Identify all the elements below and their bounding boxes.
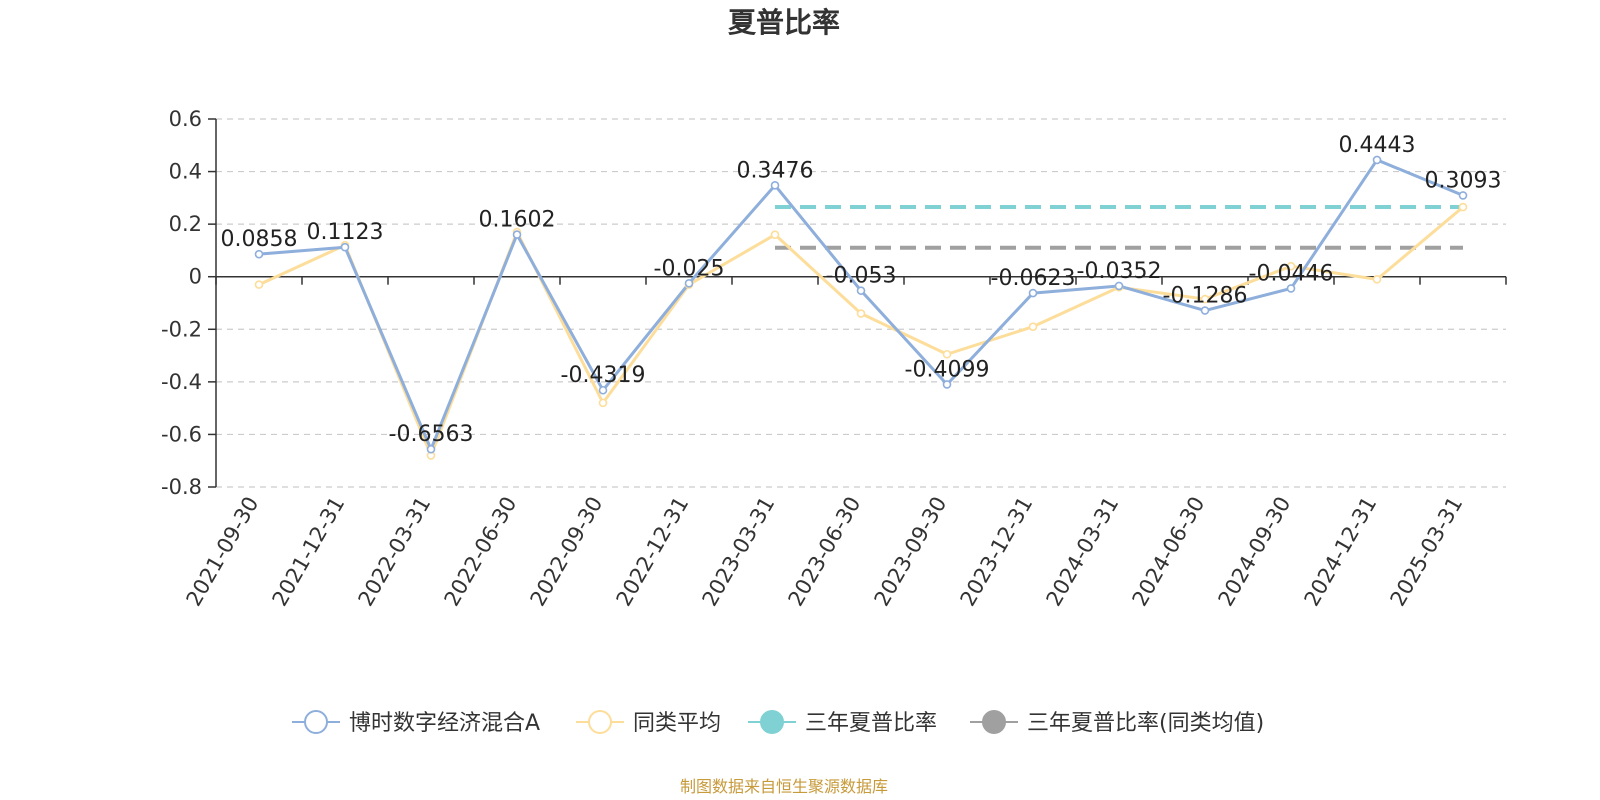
data-point	[426, 444, 436, 454]
y-tick-label: -0.4	[161, 370, 202, 394]
data-point	[1114, 281, 1124, 291]
data-point	[770, 230, 780, 239]
data-label: 0.0858	[221, 227, 298, 252]
legend-marker	[982, 710, 1006, 734]
data-label: 0.1123	[307, 220, 384, 245]
data-point	[1458, 202, 1468, 212]
x-tick-label: 2024-12-31	[1300, 493, 1382, 611]
data-point	[340, 242, 350, 252]
reference-lines	[775, 205, 1463, 250]
data-label: -0.4099	[905, 357, 990, 382]
data-point	[1028, 288, 1038, 298]
data-point	[1458, 191, 1468, 200]
series-lines	[258, 158, 1464, 457]
x-tick-label: 2025-03-31	[1386, 493, 1468, 611]
x-tick-label: 2021-09-30	[182, 493, 264, 611]
legend-item[interactable]: 博时数字经济混合A	[292, 710, 540, 736]
legend-item[interactable]: 三年夏普比率	[748, 710, 937, 736]
x-tick-label: 2023-03-31	[698, 493, 780, 611]
legend-label: 博时数字经济混合A	[349, 711, 540, 736]
y-tick-label: 0.2	[169, 212, 202, 236]
data-label: -0.025	[654, 256, 725, 281]
series-line	[258, 205, 1464, 457]
y-tick-label: -0.6	[161, 422, 202, 446]
chart-title: 夏普比率	[728, 6, 840, 39]
x-tick-label: 2022-03-31	[354, 493, 436, 611]
x-tick-label: 2023-06-30	[784, 493, 866, 611]
data-label: 0.1602	[479, 208, 556, 233]
data-label: 0.3476	[737, 158, 814, 183]
legend-marker	[760, 710, 784, 734]
axes	[215, 119, 1507, 487]
x-tick-label: 2023-09-30	[870, 493, 952, 611]
y-tick-label: 0.4	[169, 160, 202, 184]
legend-item[interactable]: 同类平均	[576, 710, 721, 736]
y-tick-label: -0.8	[161, 475, 202, 499]
data-point	[1372, 275, 1382, 284]
data-point	[1286, 284, 1296, 293]
data-point	[1200, 294, 1210, 304]
series-points	[254, 155, 1468, 460]
data-point	[598, 385, 608, 395]
x-tick-label: 2022-06-30	[440, 493, 522, 611]
data-labels: 0.0858 0.1123 -0.6563 0.1602 -0.4319 -0.025 0.…	[221, 133, 1502, 447]
legend-label: 三年夏普比率(同类均值)	[1027, 711, 1264, 736]
data-point	[684, 278, 694, 288]
data-point	[1286, 261, 1296, 271]
data-point	[598, 398, 608, 408]
data-point	[512, 230, 522, 239]
data-point	[770, 181, 780, 190]
x-tick-label: 2022-09-30	[526, 493, 608, 611]
data-label: -0.0623	[991, 266, 1076, 291]
x-axis-ticks: 2021-09-30 2021-12-31 2022-03-31 2022-06-30…	[182, 493, 1468, 611]
data-point	[1200, 306, 1210, 315]
data-label: -0.6563	[389, 422, 474, 447]
source-note: 制图数据来自恒生聚源数据库	[680, 777, 888, 796]
data-point	[254, 280, 264, 289]
x-tick-label: 2022-12-31	[612, 493, 694, 611]
x-tick-label: 2024-06-30	[1128, 493, 1210, 611]
data-point	[1372, 155, 1382, 165]
data-label: 0.4443	[1339, 133, 1416, 158]
data-label: -0.1286	[1163, 284, 1248, 309]
y-axis-ticks: 0.6 0.4 0.2 0 -0.2 -0.4 -0.6 -0.8	[161, 107, 216, 499]
legend: 博时数字经济混合A 同类平均 三年夏普比率 三年夏普比率(同类均值)	[292, 710, 1264, 736]
data-point	[856, 309, 866, 318]
grid-lines	[216, 118, 1506, 488]
data-point	[942, 349, 952, 359]
legend-label: 三年夏普比率	[805, 711, 937, 736]
data-label: -0.0352	[1077, 259, 1162, 284]
data-label: 0.3093	[1425, 168, 1502, 193]
y-tick-label: -0.2	[161, 317, 202, 341]
data-label: -0.053	[826, 264, 897, 289]
y-tick-label: 0	[189, 265, 202, 289]
legend-marker	[588, 710, 612, 734]
legend-item[interactable]: 三年夏普比率(同类均值)	[970, 710, 1264, 736]
legend-marker	[304, 710, 328, 734]
y-tick-label: 0.6	[169, 107, 202, 131]
data-point	[942, 380, 952, 389]
data-point	[1028, 322, 1038, 331]
x-tick-label: 2024-09-30	[1214, 493, 1296, 611]
x-tick-label: 2021-12-31	[268, 493, 350, 611]
data-label: -0.0446	[1249, 261, 1334, 286]
x-tick-label: 2024-03-31	[1042, 493, 1124, 611]
x-tick-label: 2023-12-31	[956, 493, 1038, 611]
series-line	[258, 158, 1464, 451]
legend-label: 同类平均	[633, 711, 721, 736]
data-label: -0.4319	[561, 363, 646, 388]
data-point	[856, 286, 866, 295]
data-point	[254, 249, 264, 259]
